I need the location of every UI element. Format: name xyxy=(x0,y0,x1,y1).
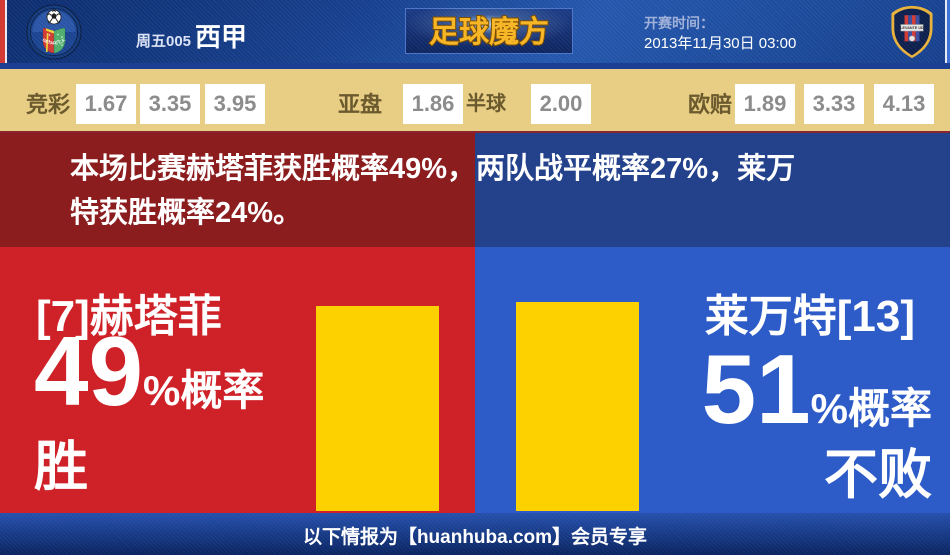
svg-text:足球魔方: 足球魔方 xyxy=(429,15,549,49)
svg-text:LEVANTE UD: LEVANTE UD xyxy=(900,26,924,30)
svg-text:GETAFE C.F.: GETAFE C.F. xyxy=(42,37,67,45)
